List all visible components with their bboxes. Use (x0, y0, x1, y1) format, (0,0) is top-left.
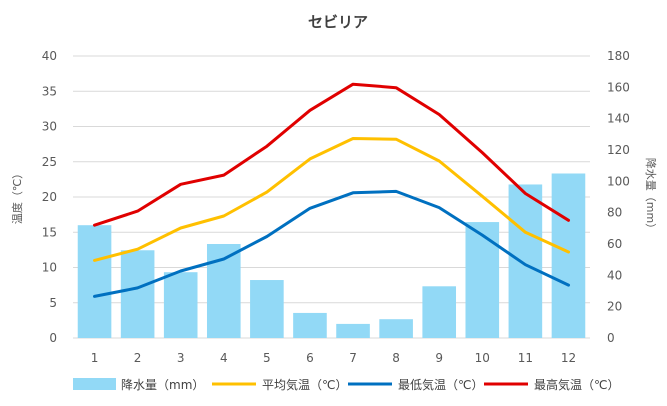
precipitation-bar (508, 184, 543, 338)
x-tick-label: 3 (177, 351, 185, 365)
x-tick-label: 12 (561, 351, 576, 365)
y-right-tick-label: 100 (607, 174, 630, 188)
legend-bar-swatch (73, 378, 116, 390)
x-tick-label: 4 (220, 351, 228, 365)
avg-temp-line (93, 137, 570, 262)
y-right-tick-label: 80 (607, 206, 622, 220)
right-axis-ticks: 0 20 40 60 80 100 120 140 160 180 (607, 49, 630, 345)
left-axis-ticks: 0 5 10 15 20 25 30 35 40 (42, 49, 57, 345)
y-left-axis-label: 温度（℃） (10, 168, 24, 224)
y-right-tick-label: 140 (607, 112, 630, 126)
legend-label: 平均気温（℃） (262, 377, 347, 392)
min-temp-line (93, 189, 570, 298)
y-left-tick-label: 0 (49, 331, 57, 345)
y-right-tick-label: 120 (607, 143, 630, 157)
x-tick-label: 7 (349, 351, 357, 365)
precipitation-bar (465, 222, 500, 338)
precipitation-bar (551, 173, 586, 338)
temperature-lines (93, 82, 570, 298)
y-right-tick-label: 20 (607, 300, 622, 314)
x-tick-label: 9 (435, 351, 443, 365)
precipitation-bars (77, 173, 586, 338)
y-right-tick-label: 160 (607, 80, 630, 94)
precipitation-bar (77, 225, 112, 338)
legend: 降水量（mm） 平均気温（℃） 最低気温（℃） 最高気温（℃） (73, 377, 619, 392)
precipitation-bar (336, 323, 370, 338)
y-left-tick-label: 10 (42, 261, 57, 275)
precipitation-bar (250, 280, 284, 338)
x-tick-label: 10 (475, 351, 490, 365)
y-right-tick-label: 180 (607, 49, 630, 63)
max-temp-line (93, 82, 570, 227)
x-tick-label: 5 (263, 351, 271, 365)
precipitation-bar (422, 286, 457, 338)
y-right-tick-label: 60 (607, 237, 622, 251)
y-left-tick-label: 15 (42, 225, 57, 239)
precipitation-bar (293, 312, 327, 338)
y-right-tick-label: 40 (607, 268, 622, 282)
precipitation-bar (163, 272, 198, 338)
y-right-axis-label: 降水量（mm） (644, 158, 658, 234)
x-tick-label: 2 (134, 351, 142, 365)
y-left-tick-label: 40 (42, 49, 57, 63)
x-axis-ticks: 1 2 3 4 5 6 7 8 9 10 11 12 (91, 351, 576, 365)
y-left-tick-label: 35 (42, 84, 57, 98)
legend-label: 降水量（mm） (121, 378, 204, 392)
legend-label: 最高気温（℃） (534, 377, 619, 392)
y-right-tick-label: 0 (607, 331, 615, 345)
legend-label: 最低気温（℃） (398, 377, 483, 392)
y-left-tick-label: 5 (49, 296, 57, 310)
precipitation-bar (120, 250, 155, 338)
chart-title: セビリア (308, 13, 368, 31)
precipitation-bar (379, 319, 413, 338)
y-left-tick-label: 20 (42, 190, 57, 204)
y-left-tick-label: 30 (42, 120, 57, 134)
x-tick-label: 6 (306, 351, 314, 365)
x-tick-label: 11 (518, 351, 533, 365)
y-left-tick-label: 25 (42, 155, 57, 169)
x-tick-label: 8 (392, 351, 400, 365)
x-tick-label: 1 (91, 351, 99, 365)
